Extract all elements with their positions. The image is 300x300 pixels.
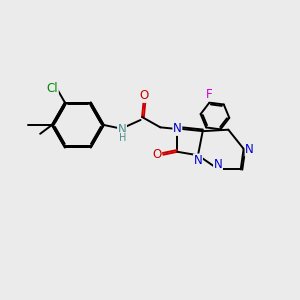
Text: F: F	[206, 88, 213, 101]
Text: N: N	[118, 123, 126, 136]
Text: N: N	[173, 122, 182, 135]
Text: H: H	[119, 133, 126, 142]
Text: N: N	[214, 158, 222, 171]
Text: N: N	[194, 154, 202, 167]
Text: N: N	[245, 143, 254, 156]
Text: O: O	[152, 148, 161, 161]
Text: O: O	[139, 89, 148, 102]
Text: Cl: Cl	[46, 82, 58, 95]
